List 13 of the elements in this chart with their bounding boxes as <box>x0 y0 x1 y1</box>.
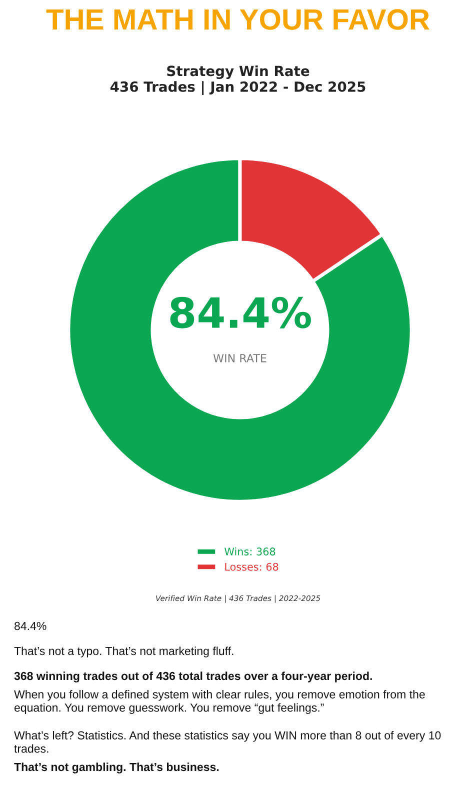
text: What’s left? Statistics. And these statistics say you WIN more than 8 out of every 10 trades. <box>14 731 441 753</box>
text: That’s not gambling. That’s business. <box>14 762 219 774</box>
text: 84.4% <box>14 622 46 630</box>
legend-label: Wins: 368 <box>224 547 276 556</box>
text: THE MATH IN YOUR FAVOR <box>46 9 430 30</box>
legend-label: Losses: 68 <box>225 562 278 571</box>
text: That’s not a typo. That’s not marketing fluff. <box>14 646 234 658</box>
text: 368 winning trades out of 436 total trades over a four-year period. <box>14 672 372 682</box>
text: 84.4% <box>170 296 311 328</box>
chart-subtitle: 436 Trades | Jan 2022 - Dec 2025 <box>110 81 366 95</box>
text: WIN RATE <box>213 354 266 362</box>
text: When you follow a defined system with clear rules, you remove emotion from the equation. You remove guesswork. You remove “gut feelings.” <box>14 690 425 714</box>
chart-title: Strategy Win Rate <box>167 65 310 79</box>
